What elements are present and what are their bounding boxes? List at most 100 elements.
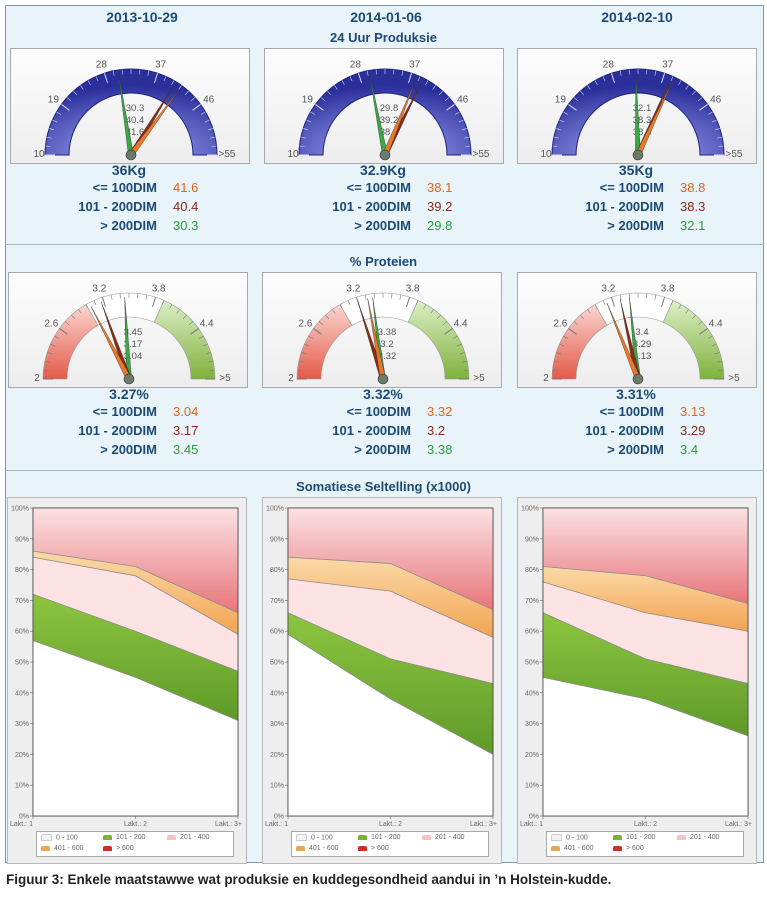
gauge-tick xyxy=(654,70,657,76)
gauge-tick xyxy=(44,360,50,363)
scc-legend: 0 - 100 101 - 200 201 - 400 401 - 600 > 600 xyxy=(291,831,489,857)
gauge-readout: 38.1 xyxy=(380,127,399,138)
protein-row-value: 3.13 xyxy=(680,404,706,419)
gauge-tick xyxy=(66,97,72,102)
gauge-hub xyxy=(632,373,644,385)
gauge-tick xyxy=(718,369,724,371)
legend-item: 401 - 600 xyxy=(296,845,339,852)
gauge-tick xyxy=(553,360,559,363)
gauge-tick xyxy=(178,85,182,90)
legend-swatch-icon xyxy=(41,834,52,841)
gauge-tick xyxy=(714,128,720,131)
gauge-tick xyxy=(154,73,159,83)
legend-swatch-icon xyxy=(551,845,560,851)
section-title-scc: Somatiese Seltelling (x1000) xyxy=(296,479,471,494)
gauge-tick xyxy=(463,369,469,371)
gauge-tick xyxy=(711,343,717,347)
gauge-tick xyxy=(393,69,395,75)
gauge-tick xyxy=(685,309,689,314)
gauge-tick xyxy=(444,328,453,335)
protein-row-value: 3.4 xyxy=(680,442,699,457)
gauge-arc xyxy=(551,68,725,156)
legend-label: 201 - 400 xyxy=(180,834,210,841)
gauge-tick xyxy=(347,300,351,306)
production-row-value: 38.8 xyxy=(680,180,706,195)
gauge-tick xyxy=(303,128,309,131)
scc-area-svg: 0% 10% 20% 30% 40% 50% 60% 70% 80% 90% 100% Lakt.: … xyxy=(10,506,242,829)
gauge-tick-label: 2.6 xyxy=(298,319,312,330)
gauge-tick xyxy=(646,293,648,299)
y-tick-label: 100% xyxy=(266,506,284,513)
section-divider-1 xyxy=(5,244,764,245)
production-row-label: > 200DIM xyxy=(100,218,157,233)
gauge-tick-label: 3.8 xyxy=(152,284,166,295)
production-main-value-2: 32.9Kg xyxy=(360,162,406,178)
legend-swatch-icon xyxy=(296,834,307,841)
y-tick-label: 90% xyxy=(15,536,29,543)
gauge-tick xyxy=(717,360,723,363)
gauge-tick xyxy=(432,85,436,90)
gauge-hub xyxy=(125,149,137,161)
gauge-tick-label: 46 xyxy=(710,95,722,106)
gauge-tick xyxy=(139,69,141,75)
gauge-tick-label: >5 xyxy=(219,373,231,384)
gauge-tick xyxy=(459,352,465,355)
protein-row-value: 3.17 xyxy=(173,423,199,438)
section-title-protein: % Proteien xyxy=(349,254,418,269)
y-tick-label: 100% xyxy=(521,506,539,513)
gauge-readout: 41.6 xyxy=(126,127,145,138)
production-gauge-svg: 10 19 28 37 46 >55 29.839.238.1 xyxy=(287,60,490,161)
protein-row-label: > 200DIM xyxy=(100,442,157,457)
band-boundary xyxy=(32,640,239,721)
gauge-tick xyxy=(408,73,413,83)
band-boundary xyxy=(542,612,749,684)
band-over-600 xyxy=(288,508,493,610)
legend-swatch-icon xyxy=(167,834,176,840)
gauge-tick-label: 4.4 xyxy=(200,319,214,330)
gauge-tick xyxy=(190,328,199,335)
y-tick-label: 60% xyxy=(15,629,29,636)
gauge-tick xyxy=(442,321,448,326)
y-tick-label: 20% xyxy=(15,752,29,759)
legend-label: 201 - 400 xyxy=(435,834,465,841)
gauge-tick-label: 10 xyxy=(287,149,299,160)
band-201-400 xyxy=(288,578,493,684)
production-row-label: > 200DIM xyxy=(354,218,411,233)
gauge-tick xyxy=(300,136,306,139)
gauge-tick xyxy=(56,111,62,115)
production-row-value: 30.3 xyxy=(173,218,199,233)
gauge-tick xyxy=(678,304,682,310)
gauge-tick xyxy=(200,111,206,115)
gauge-tick xyxy=(103,73,108,83)
legend-swatch-icon xyxy=(296,845,305,851)
gauge-tick xyxy=(147,70,150,76)
legend-item: > 600 xyxy=(358,845,389,852)
band-boundary xyxy=(287,578,494,638)
y-tick-label: 80% xyxy=(15,567,29,574)
band-boundary xyxy=(32,593,239,672)
gauge-tick xyxy=(210,136,216,139)
gauge-tick xyxy=(341,80,345,86)
gauge-tick xyxy=(436,314,441,320)
gauge-tick xyxy=(119,293,121,299)
production-row-label: > 200DIM xyxy=(607,218,664,233)
gauge-tick xyxy=(461,128,467,131)
gauge-tick xyxy=(112,70,115,76)
gauge-readout: 38.3 xyxy=(633,115,652,126)
production-row-label: 101 - 200DIM xyxy=(78,199,157,214)
gauge-tick xyxy=(610,73,615,83)
gauge-tick xyxy=(711,119,717,123)
gauge-tick xyxy=(349,76,353,82)
gauge-tick xyxy=(691,314,696,320)
y-tick-label: 30% xyxy=(525,721,539,728)
protein-row-label: > 200DIM xyxy=(607,442,664,457)
gauge-tick xyxy=(568,104,577,111)
production-row-label: <= 100DIM xyxy=(92,180,157,195)
gauge-tick-label: 46 xyxy=(203,95,215,106)
protein-row-label: 101 - 200DIM xyxy=(585,423,664,438)
gauge-tick xyxy=(646,69,648,75)
gauge-tick xyxy=(619,70,622,76)
gauge-readout: 30.3 xyxy=(126,103,145,114)
production-row-value: 40.4 xyxy=(173,199,199,214)
gauge-tick xyxy=(176,309,180,314)
